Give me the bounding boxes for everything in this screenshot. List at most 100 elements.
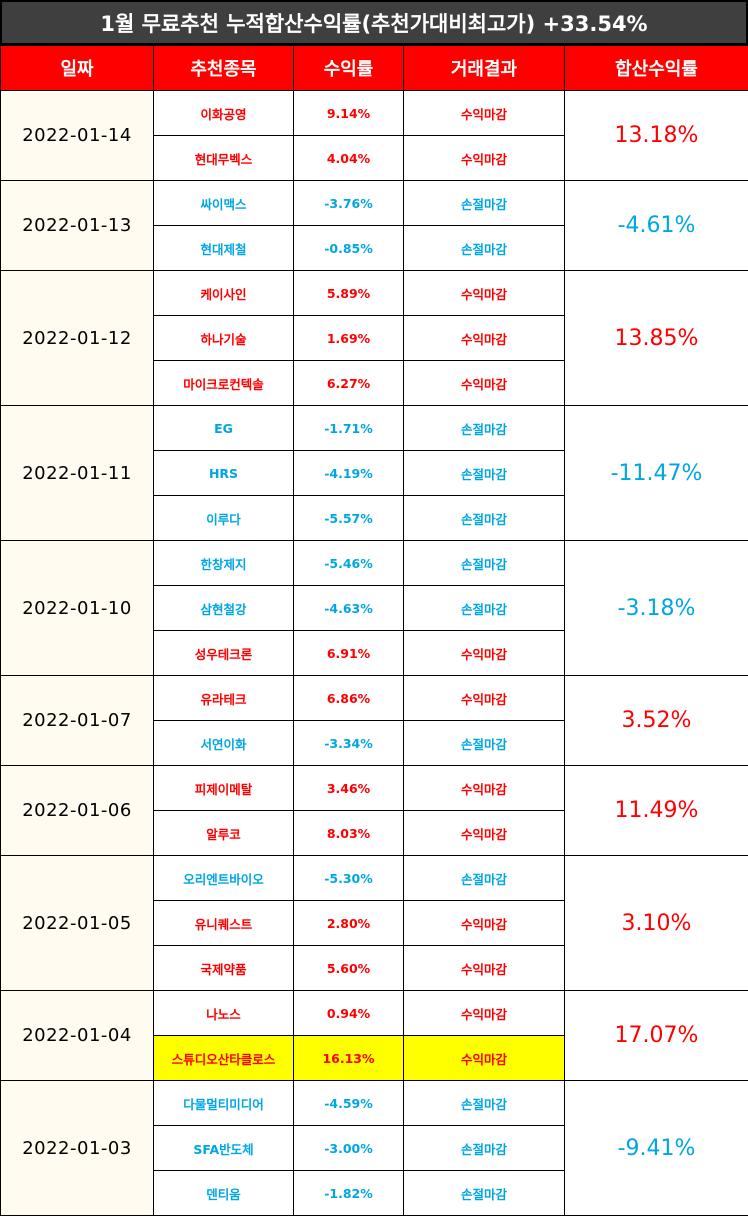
rate-cell: 6.27% xyxy=(293,360,404,406)
date-cell: 2022-01-03 xyxy=(0,1080,154,1216)
table-row: 2022-01-07 유라테크 6.86% 수익마감 3.52% xyxy=(0,675,748,766)
stock-name-cell: 삼현철강 xyxy=(153,585,294,631)
group-total-cell: -9.41% xyxy=(564,1080,748,1216)
group-total-cell: 11.49% xyxy=(564,765,748,856)
rate-cell: -4.19% xyxy=(293,450,404,496)
table-row: 스튜디오산타클로스 16.13% 수익마감 xyxy=(1,1035,748,1081)
rate-cell: 5.89% xyxy=(293,270,404,316)
group-total-cell: 3.10% xyxy=(564,855,748,991)
rate-cell: -5.46% xyxy=(293,540,404,586)
date-cell: 2022-01-06 xyxy=(0,765,154,856)
stock-name-cell: 알루코 xyxy=(153,810,294,856)
rate-cell: 8.03% xyxy=(293,810,404,856)
result-cell: 수익마감 xyxy=(403,900,565,946)
rate-cell: -3.34% xyxy=(293,720,404,766)
date-cell: 2022-01-13 xyxy=(0,180,154,271)
header-result: 거래결과 xyxy=(403,45,565,91)
group-total-cell: 3.52% xyxy=(564,675,748,766)
stock-name-cell: 이화공영 xyxy=(153,90,294,136)
result-cell: 손절마감 xyxy=(403,180,565,226)
table-row: 덴티움 -1.82% 손절마감 xyxy=(1,1170,748,1216)
table-body: 2022-01-14 이화공영 9.14% 수익마감 13.18% 현대무벡스 4.04% 수… xyxy=(0,90,748,1216)
group-total-cell: -3.18% xyxy=(564,540,748,676)
rate-cell: -4.59% xyxy=(293,1080,404,1126)
table-row: 2022-01-10 한창제지 -5.46% 손절마감 -3.18% xyxy=(0,540,748,676)
stock-name-cell: 오리엔트바이오 xyxy=(153,855,294,901)
result-cell: 수익마감 xyxy=(403,360,565,406)
stock-name-cell: 한창제지 xyxy=(153,540,294,586)
table-row: 현대무벡스 4.04% 수익마감 xyxy=(1,135,748,181)
table-row: 2022-01-03 다물멀티미디어 -4.59% 손절마감 -9.41% xyxy=(0,1080,748,1216)
group-total-cell: 17.07% xyxy=(564,990,748,1081)
stock-name-cell: 서연이화 xyxy=(153,720,294,766)
date-cell: 2022-01-04 xyxy=(0,990,154,1081)
rate-cell: 1.69% xyxy=(293,315,404,361)
result-cell: 수익마감 xyxy=(403,270,565,316)
rate-cell: 6.91% xyxy=(293,630,404,676)
table-row: 알루코 8.03% 수익마감 xyxy=(1,810,748,856)
group-total-cell: 13.85% xyxy=(564,270,748,406)
result-cell: 수익마감 xyxy=(403,135,565,181)
header-row: 일짜 추천종목 수익률 거래결과 합산수익률 xyxy=(0,45,748,91)
table-row: 2022-01-06 피제이메탈 3.46% 수익마감 11.49% xyxy=(0,765,748,856)
rate-cell: 2.80% xyxy=(293,900,404,946)
result-cell: 손절마감 xyxy=(403,405,565,451)
rate-cell: 3.46% xyxy=(293,765,404,811)
stock-name-cell: 스튜디오산타클로스 xyxy=(153,1035,294,1081)
result-cell: 수익마감 xyxy=(403,630,565,676)
rate-cell: -3.76% xyxy=(293,180,404,226)
date-cell: 2022-01-05 xyxy=(0,855,154,991)
rate-cell: 4.04% xyxy=(293,135,404,181)
stock-name-cell: 하나기술 xyxy=(153,315,294,361)
stock-name-cell: 싸이맥스 xyxy=(153,180,294,226)
table-row: 성우테크론 6.91% 수익마감 xyxy=(1,630,748,676)
table-row: 하나기술 1.69% 수익마감 xyxy=(1,315,748,361)
table-row: 삼현철강 -4.63% 손절마감 xyxy=(1,585,748,631)
page-title: 1월 무료추천 누적합산수익률(추천가대비최고가) +33.54% xyxy=(0,0,748,45)
rate-cell: 5.60% xyxy=(293,945,404,991)
rate-cell: 0.94% xyxy=(293,990,404,1036)
table-row: 2022-01-11 EG -1.71% 손절마감 -11.47% xyxy=(0,405,748,541)
rate-cell: -3.00% xyxy=(293,1125,404,1171)
stock-name-cell: 유니퀘스트 xyxy=(153,900,294,946)
stock-name-cell: 성우테크론 xyxy=(153,630,294,676)
table-row: HRS -4.19% 손절마감 xyxy=(1,450,748,496)
result-cell: 손절마감 xyxy=(403,1170,565,1216)
rate-cell: -0.85% xyxy=(293,225,404,271)
table-row: 서연이화 -3.34% 손절마감 xyxy=(1,720,748,766)
result-cell: 수익마감 xyxy=(403,765,565,811)
table-row: 이루다 -5.57% 손절마감 xyxy=(1,495,748,541)
result-cell: 수익마감 xyxy=(403,945,565,991)
result-cell: 손절마감 xyxy=(403,585,565,631)
table-row: 유니퀘스트 2.80% 수익마감 xyxy=(1,900,748,946)
rate-cell: -1.71% xyxy=(293,405,404,451)
rate-cell: -5.30% xyxy=(293,855,404,901)
result-cell: 수익마감 xyxy=(403,990,565,1036)
result-cell: 손절마감 xyxy=(403,450,565,496)
table-row: 2022-01-05 오리엔트바이오 -5.30% 손절마감 3.10% xyxy=(0,855,748,991)
table-row: 2022-01-12 케이사인 5.89% 수익마감 13.85% xyxy=(0,270,748,406)
result-cell: 수익마감 xyxy=(403,90,565,136)
stock-name-cell: 현대제철 xyxy=(153,225,294,271)
table-row: 마이크로컨텍솔 6.27% 수익마감 xyxy=(1,360,748,406)
group-total-cell: 13.18% xyxy=(564,90,748,181)
stock-name-cell: 케이사인 xyxy=(153,270,294,316)
stock-name-cell: 현대무벡스 xyxy=(153,135,294,181)
result-cell: 수익마감 xyxy=(403,315,565,361)
stock-name-cell: SFA반도체 xyxy=(153,1125,294,1171)
stock-name-cell: 덴티움 xyxy=(153,1170,294,1216)
rate-cell: -4.63% xyxy=(293,585,404,631)
result-cell: 수익마감 xyxy=(403,675,565,721)
stock-name-cell: 유라테크 xyxy=(153,675,294,721)
stock-name-cell: EG xyxy=(153,405,294,451)
rate-cell: 6.86% xyxy=(293,675,404,721)
date-cell: 2022-01-14 xyxy=(0,90,154,181)
result-cell: 손절마감 xyxy=(403,540,565,586)
rate-cell: -5.57% xyxy=(293,495,404,541)
table-row: 2022-01-13 싸이맥스 -3.76% 손절마감 -4.61% xyxy=(0,180,748,271)
group-total-cell: -11.47% xyxy=(564,405,748,541)
rate-cell: -1.82% xyxy=(293,1170,404,1216)
group-total-cell: -4.61% xyxy=(564,180,748,271)
stock-name-cell: 피제이메탈 xyxy=(153,765,294,811)
result-cell: 수익마감 xyxy=(403,810,565,856)
